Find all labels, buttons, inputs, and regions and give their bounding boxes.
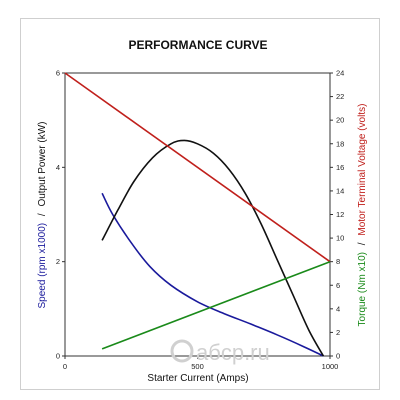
x-tick-label: 0: [63, 362, 67, 371]
torque-axis-label: Torque (Nm x10): [357, 252, 368, 326]
right-tick-label: 18: [336, 139, 344, 148]
watermark-text: aбcp.ru: [196, 340, 270, 365]
left-tick-label: 2: [56, 257, 60, 266]
right-axis-separator: /: [357, 242, 368, 245]
speed-axis-label: Speed (rpm x1000): [37, 223, 48, 309]
x-tick-label: 500: [191, 362, 204, 371]
x-axis-label: Starter Current (Amps): [147, 373, 248, 384]
right-tick-label: 16: [336, 163, 344, 172]
right-tick-label: 10: [336, 234, 344, 243]
power-axis-label: Output Power (kW): [37, 122, 48, 207]
right-tick-label: 12: [336, 210, 344, 219]
right-tick-label: 0: [336, 352, 340, 361]
left-tick-label: 0: [56, 352, 60, 361]
right-tick-label: 6: [336, 281, 340, 290]
right-tick-label: 20: [336, 116, 344, 125]
watermark: aбcp.ru: [170, 339, 270, 365]
chart-frame: [20, 18, 380, 390]
x-tick-label: 1000: [322, 362, 339, 371]
right-tick-label: 8: [336, 257, 340, 266]
right-tick-label: 2: [336, 328, 340, 337]
torque-series-line: [101, 260, 331, 350]
left-tick-label: 6: [56, 69, 60, 78]
plot-area: [64, 72, 331, 357]
watermark-logo-icon: [170, 339, 194, 363]
left-y-axis-label: Speed (rpm x1000) / Output Power (kW): [37, 122, 48, 309]
power-series-line: [101, 139, 325, 357]
chart-title: PERFORMANCE CURVE: [128, 38, 267, 52]
speed-series-line: [101, 192, 324, 357]
right-tick-label: 4: [336, 304, 340, 313]
left-y-axis: 0 2 4 6: [56, 69, 65, 361]
voltage-axis-label: Motor Terminal Voltage (volts): [357, 104, 368, 236]
right-tick-label: 14: [336, 186, 344, 195]
series-group: [64, 72, 331, 357]
right-tick-label: 24: [336, 69, 344, 78]
right-tick-label: 22: [336, 92, 344, 101]
voltage-series-line: [64, 72, 331, 263]
left-axis-separator: /: [37, 213, 48, 216]
right-y-axis-label: Torque (Nm x10) / Motor Terminal Voltage…: [357, 104, 368, 327]
left-tick-label: 4: [56, 163, 60, 172]
